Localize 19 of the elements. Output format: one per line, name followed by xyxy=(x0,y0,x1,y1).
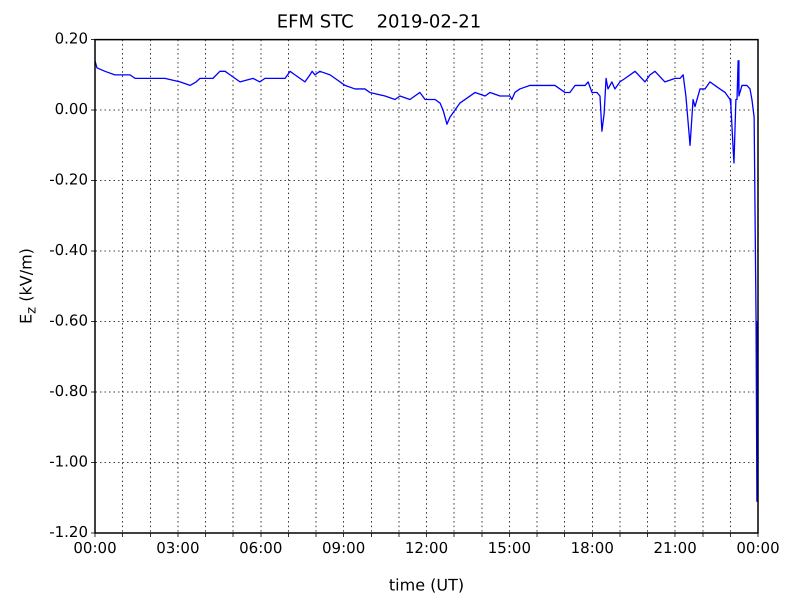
x-tick-label: 18:00 xyxy=(570,538,614,557)
x-tick-label: 03:00 xyxy=(156,538,200,557)
y-tick-label: -1.20 xyxy=(49,522,88,541)
x-tick-label: 21:00 xyxy=(654,538,697,557)
y-tick-label: 0.00 xyxy=(54,100,88,118)
y-tick-label: -0.80 xyxy=(49,382,88,400)
x-tick-label: 00:00 xyxy=(736,538,780,557)
x-tick-label: 09:00 xyxy=(322,538,366,557)
x-tick-label: 15:00 xyxy=(488,538,531,557)
y-tick-label: -0.20 xyxy=(49,170,88,188)
y-tick-label: -0.60 xyxy=(49,311,88,330)
y-tick-label: -1.00 xyxy=(49,452,88,470)
chart-title: EFM STC 2019-02-21 xyxy=(276,11,482,32)
y-tick-label: -0.40 xyxy=(49,240,88,259)
x-tick-label: 00:00 xyxy=(73,538,117,557)
y-tick-label: 0.20 xyxy=(54,29,88,48)
x-tick-label: 12:00 xyxy=(404,538,448,557)
x-axis-title: time (UT) xyxy=(388,576,464,595)
x-tick-label: 06:00 xyxy=(239,538,282,557)
